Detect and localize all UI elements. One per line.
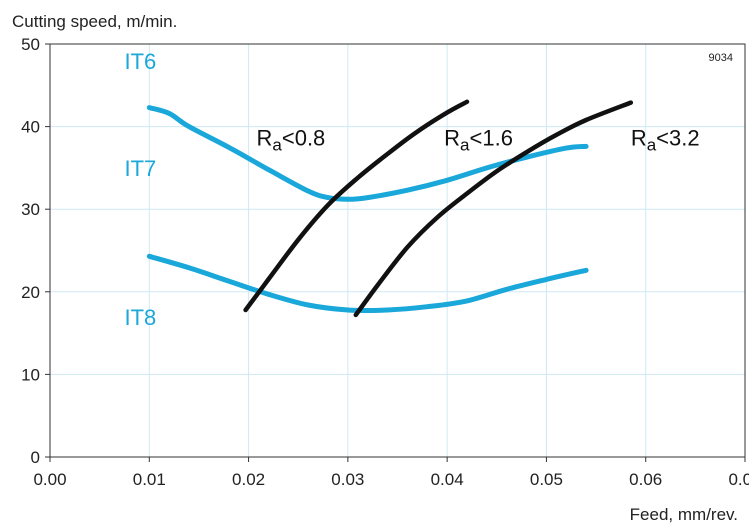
x-tick-label: 0.02 (232, 470, 265, 489)
tolerance-label-it8: IT8 (124, 305, 156, 330)
x-tick-label: 0.07 (728, 470, 749, 489)
series-line-roughness-2 (243, 99, 470, 313)
roughness-label-0: Ra<0.8 (257, 126, 326, 155)
series-line-roughness-3 (353, 100, 634, 318)
y-tick-label: 20 (21, 283, 40, 302)
x-tick-label: 0.05 (530, 470, 563, 489)
series-lines (146, 99, 634, 318)
y-tick-label: 50 (21, 35, 40, 54)
y-tick-label: 0 (31, 448, 40, 467)
tolerance-label-it7: IT7 (124, 156, 156, 181)
grid-lines (50, 44, 745, 457)
tolerance-label-it6: IT6 (124, 49, 156, 74)
x-tick-label: 0.03 (331, 470, 364, 489)
series-line-it8 (146, 253, 589, 313)
x-tick-label: 0.00 (33, 470, 66, 489)
series-labels: IT6 IT7 IT8 (124, 49, 156, 330)
x-tick-label: 0.06 (629, 470, 662, 489)
y-axis-title: Cutting speed, m/min. (12, 12, 177, 31)
y-tick-label: 10 (21, 365, 40, 384)
y-tick-label: 30 (21, 200, 40, 219)
x-axis-title: Feed, mm/rev. (630, 505, 738, 524)
roughness-annotations: Ra<0.8 Ra<1.6 Ra<3.2 (257, 126, 700, 155)
y-axis-ticks: 0 10 20 30 40 50 (21, 35, 50, 467)
x-tick-label: 0.01 (133, 470, 166, 489)
plot-frame (49, 43, 746, 458)
y-tick-label: 40 (21, 118, 40, 137)
roughness-label-2: Ra<3.2 (631, 126, 700, 155)
x-axis-ticks: 0.00 0.01 0.02 0.03 0.04 0.05 0.06 0.07 (33, 457, 749, 489)
figure-id: 9034 (709, 52, 733, 64)
roughness-label-1: Ra<1.6 (444, 126, 513, 155)
x-tick-label: 0.04 (431, 470, 464, 489)
